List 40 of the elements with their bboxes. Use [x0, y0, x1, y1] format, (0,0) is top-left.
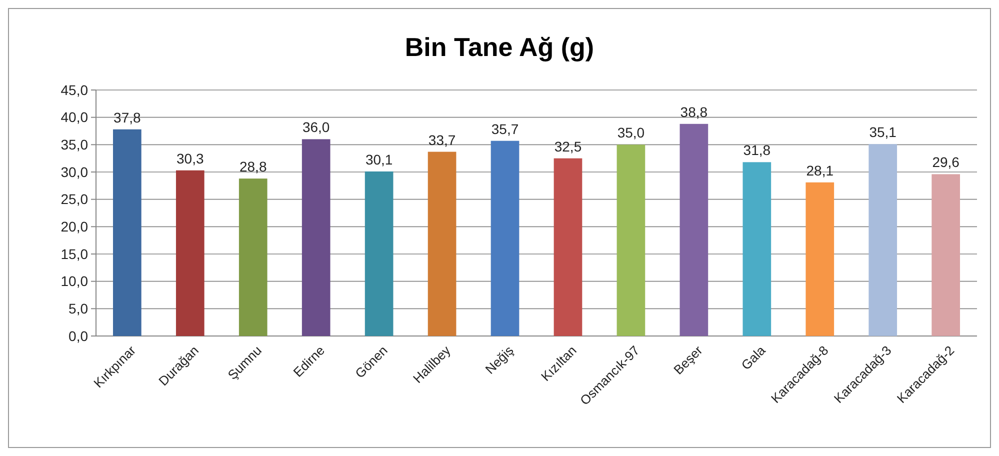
- y-tick-label: 45,0: [60, 82, 88, 98]
- y-tick-label: 40,0: [60, 109, 88, 126]
- bar: [238, 178, 268, 336]
- bar: [616, 144, 646, 336]
- data-label: 35,0: [617, 124, 645, 141]
- data-label: 28,8: [239, 158, 267, 175]
- y-tick-label: 15,0: [60, 246, 88, 262]
- data-label: 28,1: [806, 162, 834, 178]
- y-tick-label: 10,0: [60, 273, 88, 290]
- bar: [113, 129, 142, 336]
- bar: [302, 139, 330, 336]
- x-tick-label: Gala: [738, 342, 769, 373]
- y-tick-label: 20,0: [60, 218, 88, 235]
- bar: [554, 158, 582, 336]
- y-tick-label: 0,0: [68, 328, 88, 344]
- data-label: 35,1: [869, 124, 897, 140]
- data-label: 29,6: [932, 154, 960, 170]
- y-tick-label: 35,0: [60, 136, 88, 153]
- y-tick-label: 25,0: [60, 191, 88, 208]
- data-label: 37,8: [114, 109, 142, 126]
- y-tick-label: 5,0: [68, 300, 88, 317]
- bar: [680, 124, 708, 336]
- bar: [176, 170, 204, 336]
- data-label: 33,7: [428, 132, 456, 148]
- chart-title: Bin Tane Ağ (g): [404, 32, 594, 62]
- data-label: 36,0: [302, 119, 330, 136]
- data-label: 31,8: [743, 142, 771, 158]
- bar: [428, 152, 456, 336]
- data-label: 35,7: [491, 120, 519, 137]
- bar: [742, 162, 772, 336]
- bar: [868, 144, 898, 336]
- data-label: 30,3: [176, 150, 204, 166]
- bar: [490, 140, 520, 336]
- bar: [932, 174, 960, 336]
- data-label: 32,5: [554, 138, 582, 154]
- data-label: 30,1: [365, 151, 393, 168]
- y-tick-label: 30,0: [60, 164, 88, 180]
- bar: [806, 182, 834, 336]
- bar: [364, 171, 394, 336]
- data-label: 38,8: [680, 104, 708, 120]
